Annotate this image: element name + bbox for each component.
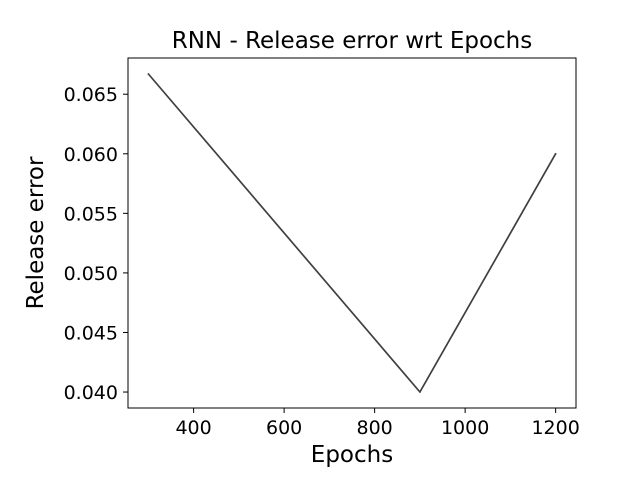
x-tick-label: 400 xyxy=(175,417,211,439)
y-tick-label: 0.045 xyxy=(64,322,118,344)
x-tick-label: 1000 xyxy=(441,417,489,439)
y-tick-label: 0.050 xyxy=(64,263,118,285)
y-axis-label: Release error xyxy=(23,156,49,309)
y-tick-label: 0.060 xyxy=(64,144,118,166)
chart-title: RNN - Release error wrt Epochs xyxy=(172,28,533,54)
x-tick-label: 600 xyxy=(266,417,302,439)
x-tick-label: 800 xyxy=(356,417,392,439)
y-axis-ticks: 0.040 0.045 0.050 0.055 0.060 0.065 xyxy=(64,84,128,404)
x-axis-label: Epochs xyxy=(311,442,393,468)
y-tick-label: 0.065 xyxy=(64,84,118,106)
x-axis-ticks: 400 600 800 1000 1200 xyxy=(175,408,580,439)
plot-background xyxy=(128,58,576,408)
data-point xyxy=(418,391,421,393)
data-point xyxy=(554,152,557,155)
y-tick-label: 0.040 xyxy=(64,382,118,404)
data-point xyxy=(147,73,150,75)
plot-frame xyxy=(127,57,577,409)
x-tick-label: 1200 xyxy=(531,417,579,439)
y-tick-label: 0.055 xyxy=(64,203,118,225)
data-points xyxy=(147,73,557,393)
